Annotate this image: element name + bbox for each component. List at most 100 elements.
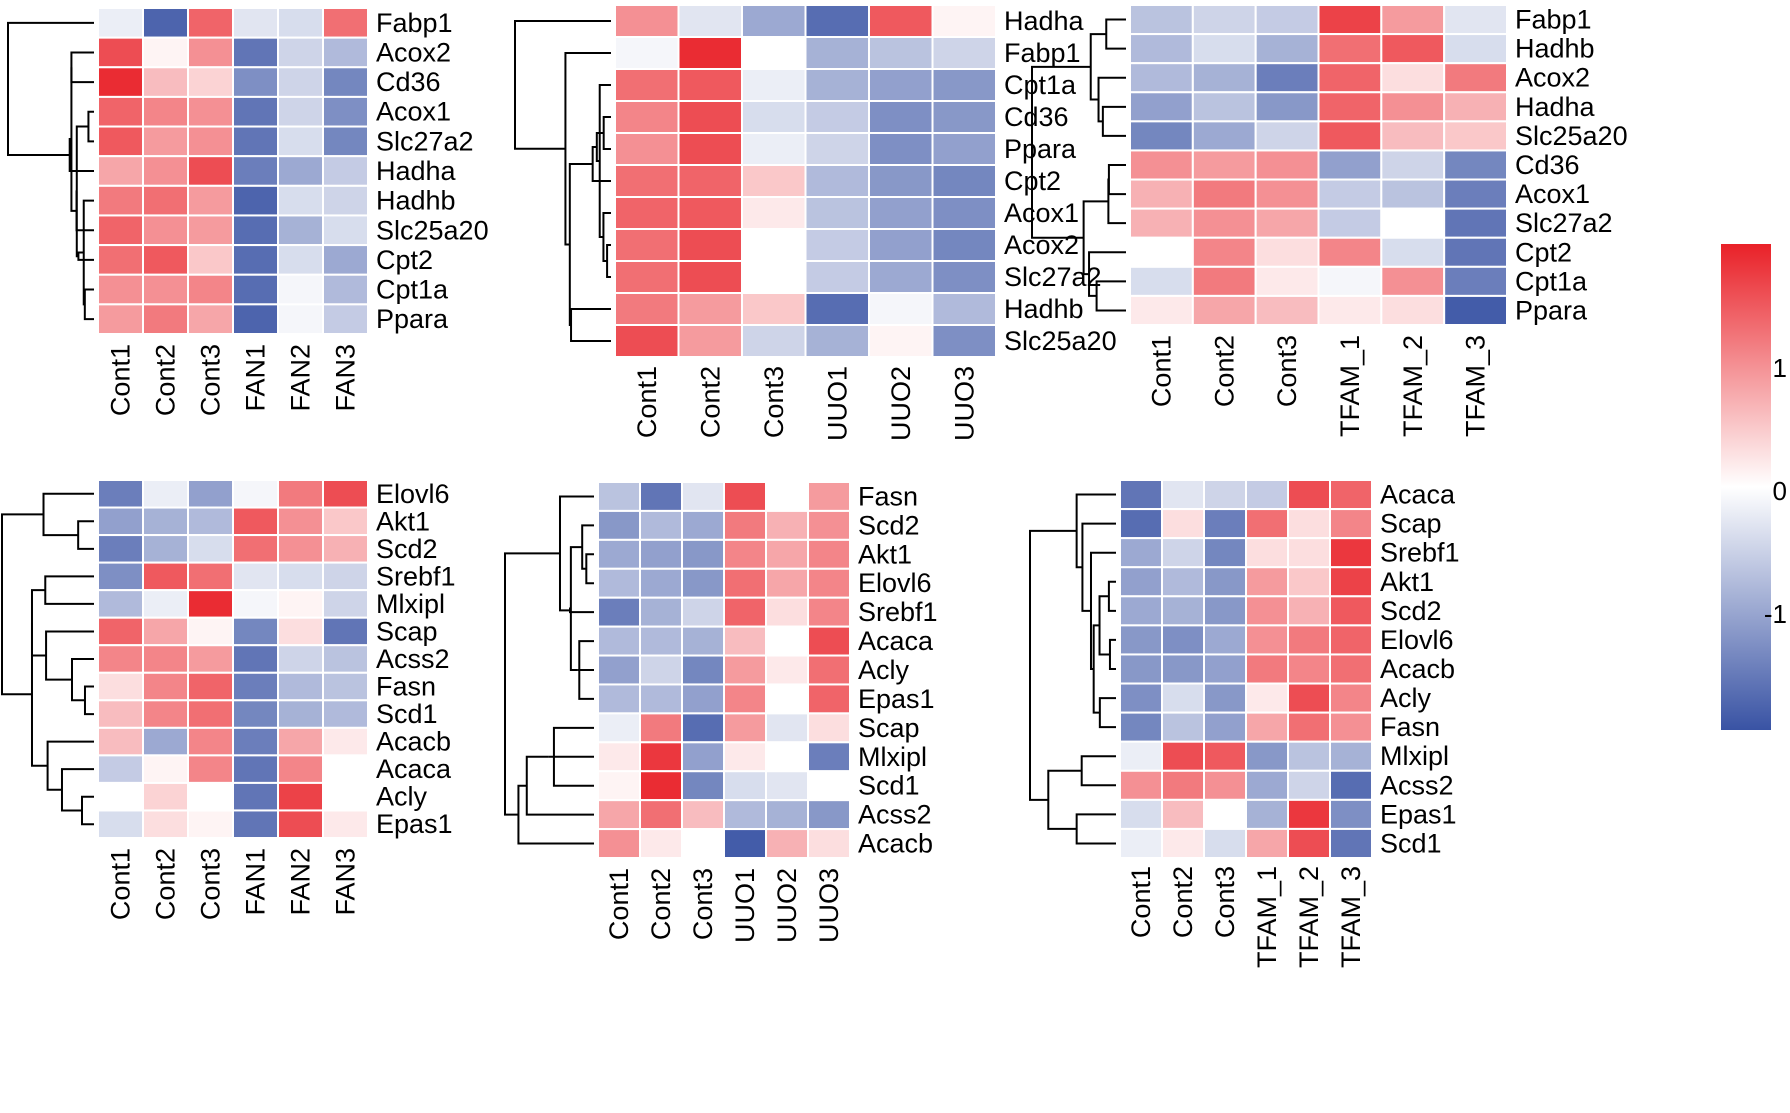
heatmap-cell: [1161, 653, 1205, 685]
heatmap-cell: [614, 4, 680, 38]
column-label: UUO2: [772, 868, 802, 943]
heatmap-cell: [614, 100, 680, 134]
heatmap-cell: [322, 781, 369, 812]
row-label: Ppara: [1004, 134, 1077, 164]
heatmap-cell: [322, 589, 369, 619]
column-label: TFAM_2: [1398, 335, 1428, 437]
heatmap-cell: [1119, 798, 1163, 830]
heatmap-cell: [1443, 33, 1509, 65]
heatmap-cell: [187, 589, 234, 619]
row-label: Scap: [1380, 509, 1442, 539]
heatmap-cell: [804, 324, 870, 358]
row-label: Scd1: [376, 699, 438, 729]
heatmap-cell: [277, 125, 324, 158]
dendrogram-branch: [70, 67, 77, 212]
heatmap-cell: [1129, 236, 1194, 268]
heatmap-cell: [1129, 149, 1194, 181]
heatmap-cell: [1317, 91, 1383, 123]
row-label: Cpt2: [376, 245, 433, 275]
heatmap-cell: [639, 538, 683, 570]
heatmap-cell: [97, 184, 144, 217]
row-label: Fabp1: [1004, 38, 1081, 68]
heatmap-cell: [187, 781, 234, 812]
row-label: Elovl6: [1380, 625, 1454, 655]
heatmap-cell: [597, 481, 641, 512]
heatmap-cell: [97, 561, 144, 592]
heatmap-cell: [807, 712, 851, 744]
heatmap-cell: [1119, 479, 1163, 511]
dendrogram-branch: [1108, 638, 1116, 670]
dendrogram-branch: [7, 21, 94, 157]
heatmap-cell: [1161, 682, 1205, 714]
heatmap-cell: [1329, 798, 1373, 830]
heatmap-cell: [765, 770, 809, 802]
heatmap-cell: [1191, 294, 1257, 327]
heatmap-cell: [322, 244, 369, 276]
colorbar-tick-label: 1: [1773, 353, 1787, 383]
heatmap-cell: [677, 292, 743, 326]
heatmap-cell: [681, 596, 725, 628]
dendrogram-branch: [42, 492, 94, 537]
heatmap-cell: [1129, 294, 1194, 327]
heatmap-cell: [232, 125, 279, 158]
heatmap-cell: [97, 244, 144, 276]
heatmap-lipogenesis-tfam: AcacaScapSrebf1Akt1Scd2Elovl6AcacbAclyFa…: [1029, 479, 1460, 968]
heatmap-cell: [187, 244, 234, 276]
row-label: Mlxipl: [376, 589, 445, 619]
heatmap-cell: [322, 699, 369, 729]
heatmap-cell: [1329, 537, 1373, 569]
column-label: Cont1: [106, 848, 136, 920]
heatmap-cell: [804, 68, 870, 102]
heatmap-cell: [677, 164, 743, 198]
heatmap-cell: [868, 132, 934, 166]
heatmap-cell: [187, 699, 234, 729]
row-label: Acox2: [1515, 63, 1590, 93]
row-label: Fasn: [376, 672, 436, 702]
heatmap-cell: [232, 273, 279, 306]
heatmap-cell: [1287, 508, 1331, 540]
column-label: FAN2: [286, 344, 316, 412]
heatmap-cell: [277, 36, 324, 69]
heatmap-cell: [1254, 120, 1320, 152]
heatmap-cell: [741, 36, 807, 70]
heatmap-cell: [1161, 508, 1205, 540]
column-label: TFAM_3: [1461, 335, 1491, 437]
heatmap-cell: [1287, 740, 1331, 772]
heatmap-cell: [807, 799, 851, 831]
heatmap-cell: [277, 671, 324, 702]
heatmap-cell: [639, 741, 683, 773]
heatmap-cell: [1329, 595, 1373, 627]
heatmap-cell: [1191, 91, 1257, 123]
heatmap-cell: [232, 36, 279, 69]
heatmap-cell: [639, 799, 683, 831]
heatmap-cell: [868, 324, 934, 358]
row-label: Acox1: [1004, 198, 1079, 228]
heatmap-cell: [723, 683, 767, 715]
heatmap-cell: [1443, 149, 1509, 181]
heatmap-cell: [322, 479, 369, 509]
column-label: Cont3: [1272, 335, 1302, 407]
heatmap-cell: [614, 68, 680, 102]
heatmap-cell: [322, 561, 369, 592]
heatmap-cell: [142, 754, 189, 784]
heatmap-cell: [1380, 33, 1446, 65]
heatmap-cell: [868, 164, 934, 198]
heatmap-cell: [807, 770, 851, 802]
heatmap-lipogenesis-fan: Elovl6Akt1Scd2Srebf1MlxiplScapAcss2FasnS…: [1, 479, 456, 920]
heatmap-fatty-acid-oxidation-uuo: HadhaFabp1Cpt1aCd36PparaCpt2Acox1Acox2Sl…: [514, 4, 1117, 441]
heatmap-cell: [868, 196, 934, 230]
dendrogram-branch: [598, 84, 611, 238]
heatmap-cell: [97, 726, 144, 757]
heatmap-cell: [1380, 62, 1446, 94]
heatmap-cell: [1329, 508, 1373, 540]
heatmap-cell: [723, 799, 767, 831]
heatmap-cell: [232, 644, 279, 674]
heatmap-cell: [97, 754, 144, 784]
heatmap-cell: [681, 567, 725, 599]
heatmap-cell: [677, 68, 743, 102]
heatmap-cell: [322, 671, 369, 702]
column-label: Cont3: [196, 848, 226, 920]
heatmap-cell: [1203, 595, 1247, 627]
heatmap-cell: [765, 654, 809, 686]
heatmap-cell: [1254, 91, 1320, 123]
